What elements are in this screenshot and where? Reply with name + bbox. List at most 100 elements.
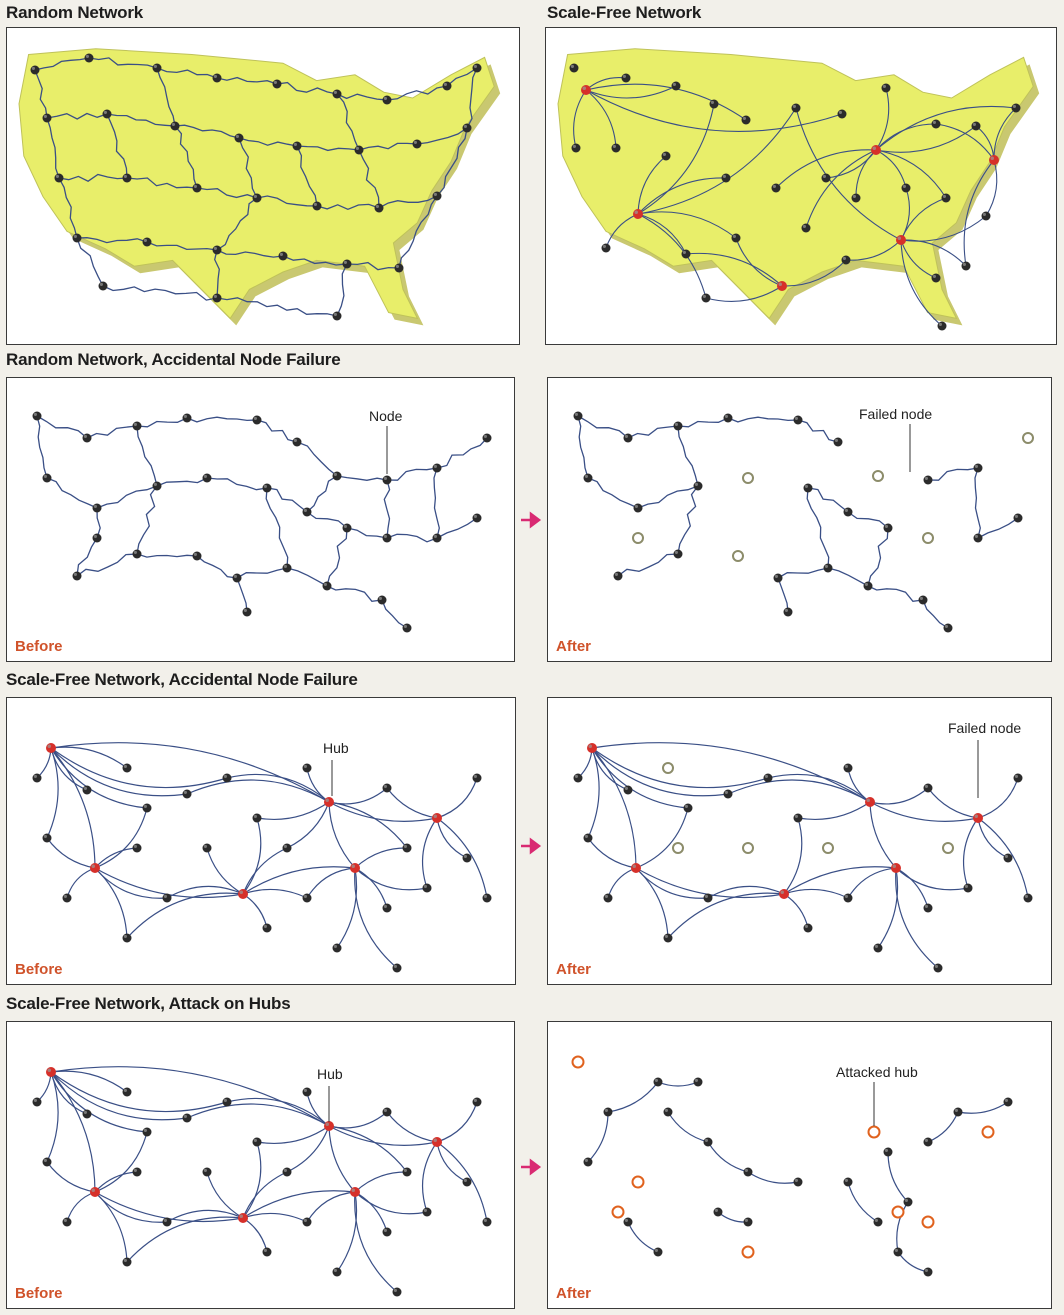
hub-link	[50, 1071, 96, 1193]
network-link	[985, 159, 998, 217]
node-highlight	[844, 1178, 848, 1182]
network-node	[252, 193, 262, 203]
network-node	[162, 893, 172, 903]
network-node	[472, 1097, 482, 1107]
network-node	[833, 437, 843, 447]
node-highlight	[582, 86, 586, 90]
network-link	[637, 155, 667, 215]
node-dot	[623, 433, 633, 443]
failed-node	[872, 470, 884, 482]
network-node	[901, 183, 911, 193]
network-node	[883, 523, 893, 533]
node-dot	[472, 513, 482, 523]
node-highlight	[253, 814, 257, 818]
node-dot	[422, 1207, 432, 1217]
node-dot	[803, 483, 813, 493]
node-highlight	[303, 508, 307, 512]
node-dot	[583, 473, 593, 483]
network-link	[433, 467, 440, 539]
node-dot	[122, 763, 132, 773]
node-dot	[903, 1197, 913, 1207]
network-link	[962, 817, 979, 889]
network-node	[1003, 1097, 1013, 1107]
node-highlight	[664, 1108, 668, 1112]
before-label: Before	[15, 1285, 63, 1302]
network-node	[933, 963, 943, 973]
network-link	[386, 1111, 438, 1143]
network-link	[206, 847, 244, 895]
network-link	[381, 599, 408, 629]
network-node	[242, 607, 252, 617]
scale-free-network-map-panel	[545, 27, 1057, 345]
node-highlight	[584, 834, 588, 838]
node-highlight	[351, 1188, 355, 1192]
network-node	[743, 1217, 753, 1227]
network-link	[667, 892, 785, 939]
node-dot	[282, 843, 292, 853]
network-node	[292, 437, 302, 447]
node-dot	[663, 1107, 673, 1117]
node-dot	[30, 65, 40, 75]
network-link	[354, 1191, 388, 1233]
network-node	[953, 1107, 963, 1117]
network-node	[793, 1177, 803, 1187]
network-link	[783, 888, 849, 899]
network-link	[96, 507, 101, 539]
network-node	[282, 843, 292, 853]
network-link	[88, 57, 158, 69]
node-dot	[432, 813, 442, 823]
network-link	[797, 801, 871, 821]
node-dot	[98, 281, 108, 291]
node-dot	[573, 773, 583, 783]
network-node	[392, 1287, 402, 1297]
node-highlight	[842, 256, 846, 260]
network-link	[286, 1125, 330, 1173]
node-dot	[931, 273, 941, 283]
node-highlight	[303, 764, 307, 768]
network-node	[937, 321, 947, 331]
network-node	[82, 433, 92, 443]
network-node	[918, 595, 928, 605]
network-node	[382, 783, 392, 793]
network-node	[621, 73, 631, 83]
node-highlight	[622, 74, 626, 78]
network-node	[1013, 513, 1023, 523]
network-node	[841, 255, 851, 265]
node-dot	[54, 173, 64, 183]
network-link	[875, 87, 890, 151]
node-dot	[392, 1287, 402, 1297]
node-dot	[462, 123, 472, 133]
node-dot	[633, 503, 643, 513]
node-highlight	[303, 1218, 307, 1222]
network-node	[673, 549, 683, 559]
node-highlight	[395, 264, 399, 268]
network-link	[677, 485, 699, 555]
node-dot	[587, 743, 597, 753]
node-highlight	[333, 1268, 337, 1272]
network-node	[663, 933, 673, 943]
network-node	[32, 1097, 42, 1107]
network-link	[869, 787, 929, 805]
node-highlight	[624, 786, 628, 790]
node-highlight	[772, 184, 776, 188]
node-dot	[82, 1109, 92, 1119]
node-highlight	[91, 864, 95, 868]
network-node	[182, 413, 192, 423]
network-node	[32, 773, 42, 783]
network-node	[202, 1167, 212, 1177]
network-link	[637, 213, 707, 299]
network-link	[900, 239, 967, 267]
node-highlight	[824, 564, 828, 568]
node-dot	[212, 73, 222, 83]
network-link	[196, 555, 238, 579]
node-highlight	[588, 744, 592, 748]
node-dot	[152, 481, 162, 491]
network-link	[587, 477, 639, 509]
node-dot	[122, 933, 132, 943]
hub-link	[783, 866, 897, 895]
network-link	[436, 817, 468, 859]
node-dot	[432, 463, 442, 473]
network-node	[941, 193, 951, 203]
node-dot	[723, 789, 733, 799]
before-label: Before	[15, 638, 63, 655]
